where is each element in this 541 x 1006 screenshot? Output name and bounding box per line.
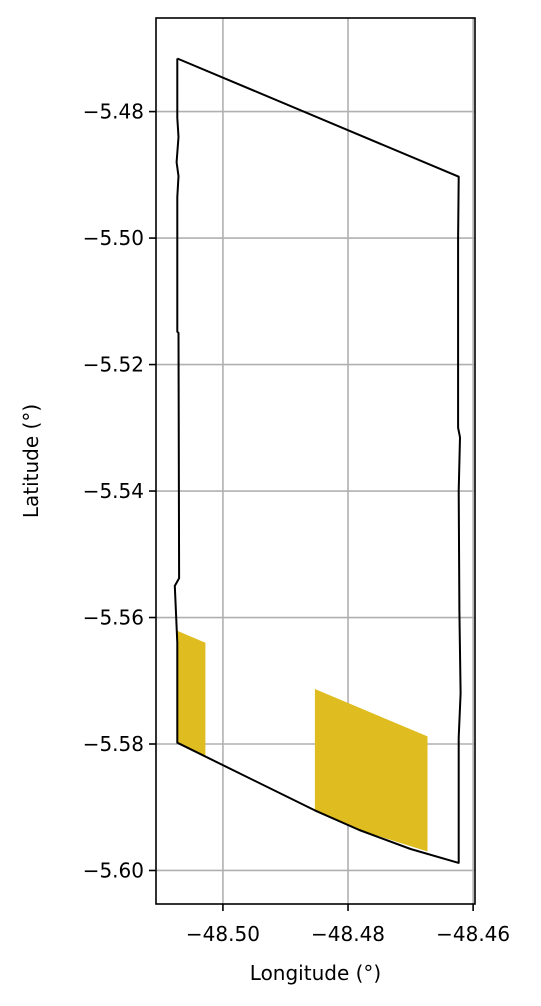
- y-tick-label: −5.50: [83, 226, 144, 250]
- plot-frame: [155, 17, 476, 905]
- y-tick-label: −5.52: [83, 353, 144, 377]
- x-axis-label: Longitude (°): [250, 961, 381, 985]
- y-axis-label: Latitude (°): [19, 404, 43, 518]
- axis-ticks: −48.50 −48.48 −48.46 −5.48 −5.50 −5.52 −5.54 −5…: [83, 100, 510, 946]
- x-tick-label: −48.50: [186, 922, 260, 946]
- y-tick-label: −5.58: [83, 732, 144, 756]
- y-tick-label: −5.54: [83, 479, 144, 503]
- highlighted-areas: [177, 630, 428, 852]
- boundary-outline: [173, 57, 462, 864]
- highlighted-area: [177, 630, 206, 757]
- x-tick-label: −48.48: [311, 922, 385, 946]
- x-tick-label: −48.46: [436, 922, 510, 946]
- y-tick-label: −5.60: [83, 858, 144, 882]
- highlighted-area: [314, 689, 428, 852]
- y-tick-label: −5.48: [83, 100, 144, 124]
- boundary-line: [173, 57, 462, 864]
- y-tick-label: −5.56: [83, 606, 144, 630]
